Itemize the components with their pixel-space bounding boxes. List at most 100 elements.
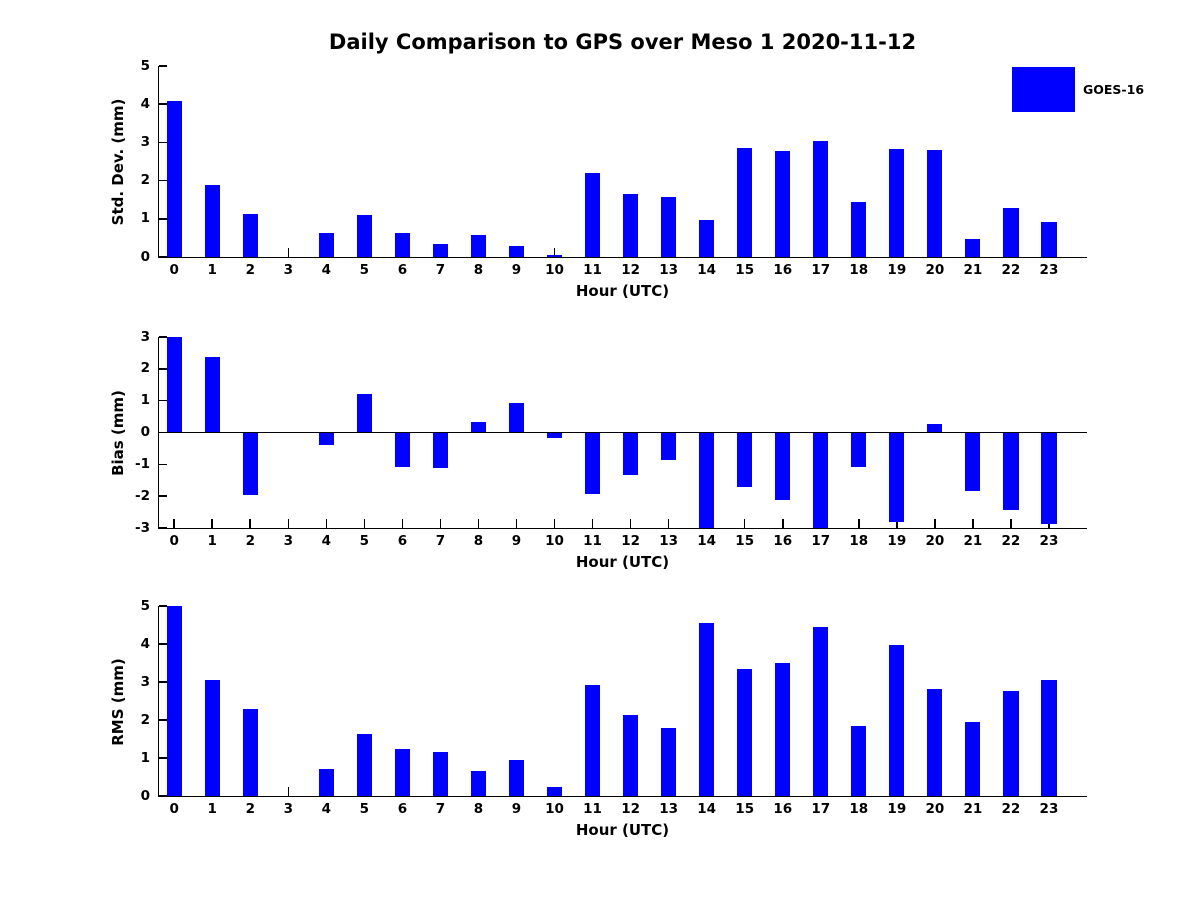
x-tick-label: 14 [697,262,717,278]
x-tick-label: 3 [283,801,293,817]
x-tick [439,519,442,528]
bar [242,213,258,257]
x-tick-label: 13 [659,262,679,278]
x-tick-label: 8 [473,262,484,278]
x-tick-label: 5 [359,262,370,278]
x-tick-label: 20 [925,533,945,549]
y-tick-label: 0 [140,423,150,440]
bar [470,422,487,433]
bar [318,233,334,257]
bar [166,337,182,433]
x-axis-label-hour-utc: Hour (UTC) [575,282,670,300]
x-tick [934,519,936,528]
y-tick-label: -3 [135,519,150,536]
x-tick-label: 2 [245,533,255,549]
x-tick-label: 6 [397,262,408,278]
x-tick [325,519,328,528]
y-tick-label: 2 [140,171,150,188]
x-tick-label: 10 [545,533,564,549]
x-tick-label: 19 [887,801,907,817]
bar [699,622,715,796]
bar [242,432,258,496]
x-tick-label: 11 [583,262,602,278]
x-tick [173,519,175,528]
x-tick [858,519,860,528]
y-tick-label: 2 [140,360,150,377]
x-tick-label: 1 [207,533,217,549]
x-tick [401,519,404,528]
x-tick-label: 9 [511,262,522,278]
zero-line [159,431,1087,434]
x-tick [363,519,366,528]
x-tick [515,519,518,528]
x-tick-label: 22 [1001,262,1021,278]
y-tick-label: 5 [140,57,150,74]
x-tick-label: 6 [397,801,408,817]
bar [546,787,563,796]
bar [737,432,753,488]
x-tick-label: 12 [621,533,640,549]
x-tick-label: 19 [887,262,907,278]
bar [775,151,791,257]
x-tick-label: 1 [207,801,217,817]
bar [508,759,525,796]
bar [699,219,715,257]
y-tick [159,218,167,220]
bar [432,751,449,796]
bar [661,727,677,796]
y-tick-label: 5 [140,597,150,614]
bar [318,432,334,446]
x-tick-label: 9 [511,801,522,817]
y-tick [159,605,167,607]
bar [1041,221,1057,257]
x-tick-label: 12 [621,801,640,817]
x-tick-label: 15 [735,262,755,278]
subplot-std-dev: Std. Dev. (mm) 0 1 2 3 4 5 0 1 2 3 4 5 6 7 8 9 10 11 12 13 1… [109,59,1087,300]
bar [889,432,905,522]
x-tick-label: 14 [697,801,717,817]
y-tick-label: 2 [140,711,150,728]
x-tick-label: 8 [473,801,484,817]
x-tick-label: 4 [321,533,332,549]
x-tick-label: 15 [735,801,755,817]
x-tick-label: 16 [773,533,793,549]
y-tick [159,643,167,645]
subplot-bias: Bias (mm) -3 -2 -1 0 1 2 3 0 1 2 3 4 5 6 7 8 9 10 11 12 13 14… [109,330,1087,571]
bar [699,432,715,528]
x-tick-label: 0 [169,262,179,278]
x-tick-label: 0 [169,801,179,817]
x-tick-label: 13 [659,801,679,817]
bar [470,234,487,257]
y-tick [159,336,167,338]
y-tick-label: 1 [140,391,150,408]
y-tick-label: 4 [140,95,150,112]
y-tick [159,719,167,721]
bar [623,193,639,257]
x-tick-label: 21 [963,801,983,817]
x-tick-label: 12 [621,262,640,278]
y-tick-label: -1 [135,455,150,472]
bar [432,432,449,468]
x-tick-label: 22 [1001,533,1021,549]
x-tick-label: 16 [773,801,793,817]
x-tick [743,519,746,528]
x-tick-label: 11 [583,801,602,817]
bar [1003,208,1019,257]
x-tick-label: 0 [169,533,179,549]
x-tick [972,519,974,528]
x-tick [287,787,290,796]
x-axis-label-hour-utc: Hour (UTC) [575,821,670,839]
x-tick-label: 17 [811,801,831,817]
y-tick-label: 0 [140,248,150,265]
y-tick [159,681,167,683]
x-tick-label: 11 [583,533,602,549]
bar [889,645,905,796]
x-tick-label: 18 [849,533,869,549]
y-tick [159,103,167,105]
x-tick-label: 23 [1039,262,1059,278]
x-tick-label: 3 [283,533,293,549]
x-tick [211,519,214,528]
bar [965,239,981,257]
bar [318,769,334,796]
